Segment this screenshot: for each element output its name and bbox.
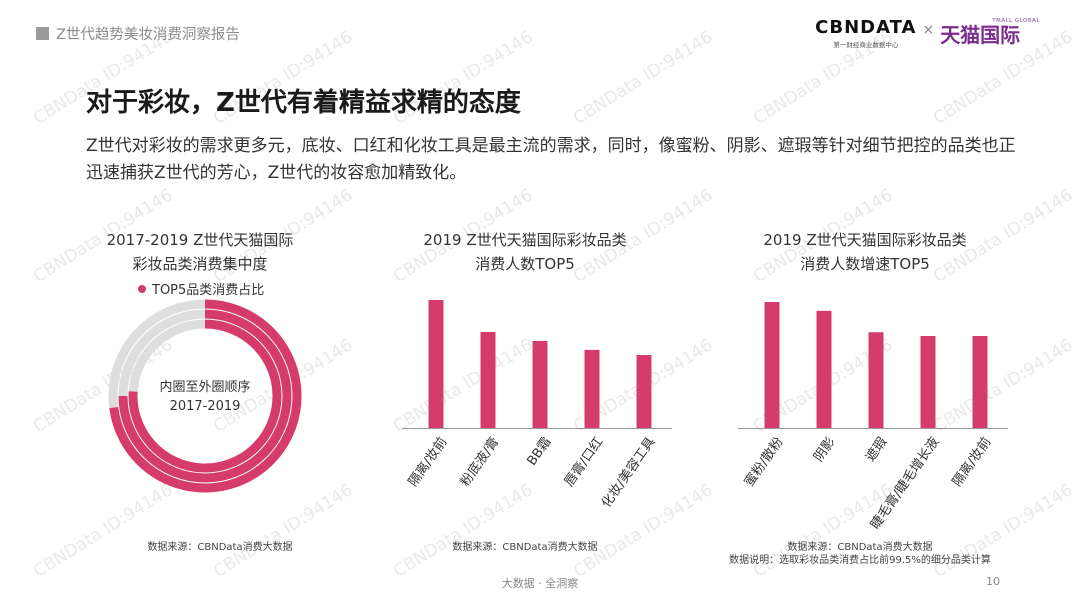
bar-1 (428, 300, 444, 428)
chart3-title: 2019 Z世代天猫国际彩妆品类 消费人数增速TOP5 (735, 228, 995, 276)
cbndata-logo-subtitle: 第一财经商业数据中心 (833, 41, 899, 49)
chart1-legend: TOP5品类消费占比 (138, 279, 264, 298)
logo-area: CBNDATA 第一财经商业数据中心 × TMALL GLOBAL 天猫国际 (815, 17, 1040, 50)
chart3-note-text: 数据说明：选取彩妆品类消费占比前99.5%的细分品类计算 (729, 555, 991, 566)
bar-1 (764, 302, 780, 428)
chart2-title: 2019 Z世代天猫国际彩妆品类 消费人数TOP5 (400, 228, 650, 276)
x-tick-label-3: 遮瑕 (862, 434, 890, 464)
chart1-title: 2017-2019 Z世代天猫国际 彩妆品类消费集中度 (95, 228, 305, 276)
chart1-center-line1: 内圈至外圈顺序 (159, 380, 251, 395)
chart1-legend-label: TOP5品类消费占比 (152, 283, 265, 298)
x-tick-label-5: 隔离/妆前 (949, 434, 994, 489)
chart1-title-line2: 彩妆品类消费集中度 (132, 255, 268, 273)
tmall-logo-text: 天猫国际 (940, 23, 1021, 47)
cbndata-logo: CBNDATA 第一财经商业数据中心 (815, 17, 917, 50)
chart1-center-line2: 2017-2019 (169, 399, 241, 414)
tmall-logo: TMALL GLOBAL 天猫国际 (940, 18, 1040, 46)
legend-dot-icon (138, 284, 146, 293)
bar-3 (868, 332, 884, 428)
chart2-title-line2: 消费人数TOP5 (475, 255, 575, 273)
chart1-radial-bars (108, 299, 302, 493)
chart2-title-line1: 2019 Z世代天猫国际彩妆品类 (423, 231, 627, 249)
report-tag-text: Z世代趋势美妆消费洞察报告 (56, 27, 240, 43)
chart1-center-label: 内圈至外圈顺序 2017-2019 (145, 378, 265, 416)
x-tick-label-2: 阴影 (811, 435, 838, 465)
bar-3 (532, 340, 548, 428)
bar-2 (480, 332, 496, 428)
x-tick-label-4: 唇膏/口红 (561, 434, 606, 489)
x-tick-label-2: 粉底液/膏 (457, 434, 502, 489)
bar-5 (636, 355, 652, 428)
square-icon (36, 27, 49, 40)
report-tag: Z世代趋势美妆消费洞察报告 (36, 23, 240, 44)
times-icon: × (922, 22, 935, 38)
page-description: Z世代对彩妆的需求更多元，底妆、口红和化妆工具是最主流的需求，同时，像蜜粉、阴影… (86, 136, 1016, 183)
tmall-logo-superscript: TMALL GLOBAL (992, 18, 1040, 24)
page-number: 10 (986, 575, 1000, 588)
x-tick-label-1: 隔离/妆前 (405, 434, 450, 489)
chart3-title-line2: 消费人数增速TOP5 (800, 255, 930, 273)
chart3-source: 数据来源：CBNData消费大数据 数据说明：选取彩妆品类消费占比前99.5%的… (700, 541, 1020, 567)
bar-5 (972, 336, 988, 428)
radial-bar-1 (128, 319, 282, 473)
bar-4 (920, 336, 936, 428)
radial-bar-2 (118, 309, 292, 483)
x-tick-label-5: 化妆/美容工具 (598, 434, 658, 511)
x-tick-label-1: 蜜粉/散粉 (742, 435, 787, 490)
bar-4 (584, 349, 600, 428)
watermark-text: CBNData ID:94146 (570, 27, 717, 129)
chart1-title-line1: 2017-2019 Z世代天猫国际 (106, 231, 294, 249)
radial-bar-3 (109, 299, 302, 493)
bar-2 (816, 310, 832, 428)
chart3-source-text: 数据来源：CBNData消费大数据 (787, 542, 933, 553)
x-tick-label-3: BB霜 (525, 435, 555, 469)
chart1-source: 数据来源：CBNData消费大数据 (147, 542, 293, 553)
chart2-source: 数据来源：CBNData消费大数据 (452, 542, 598, 553)
cbndata-logo-text: CBNDATA (815, 17, 917, 38)
page-title: 对于彩妆，Z世代有着精益求精的态度 (86, 88, 521, 118)
chart3-title-line1: 2019 Z世代天猫国际彩妆品类 (763, 231, 967, 249)
footer-slogan: 大数据 · 全洞察 (501, 577, 579, 590)
